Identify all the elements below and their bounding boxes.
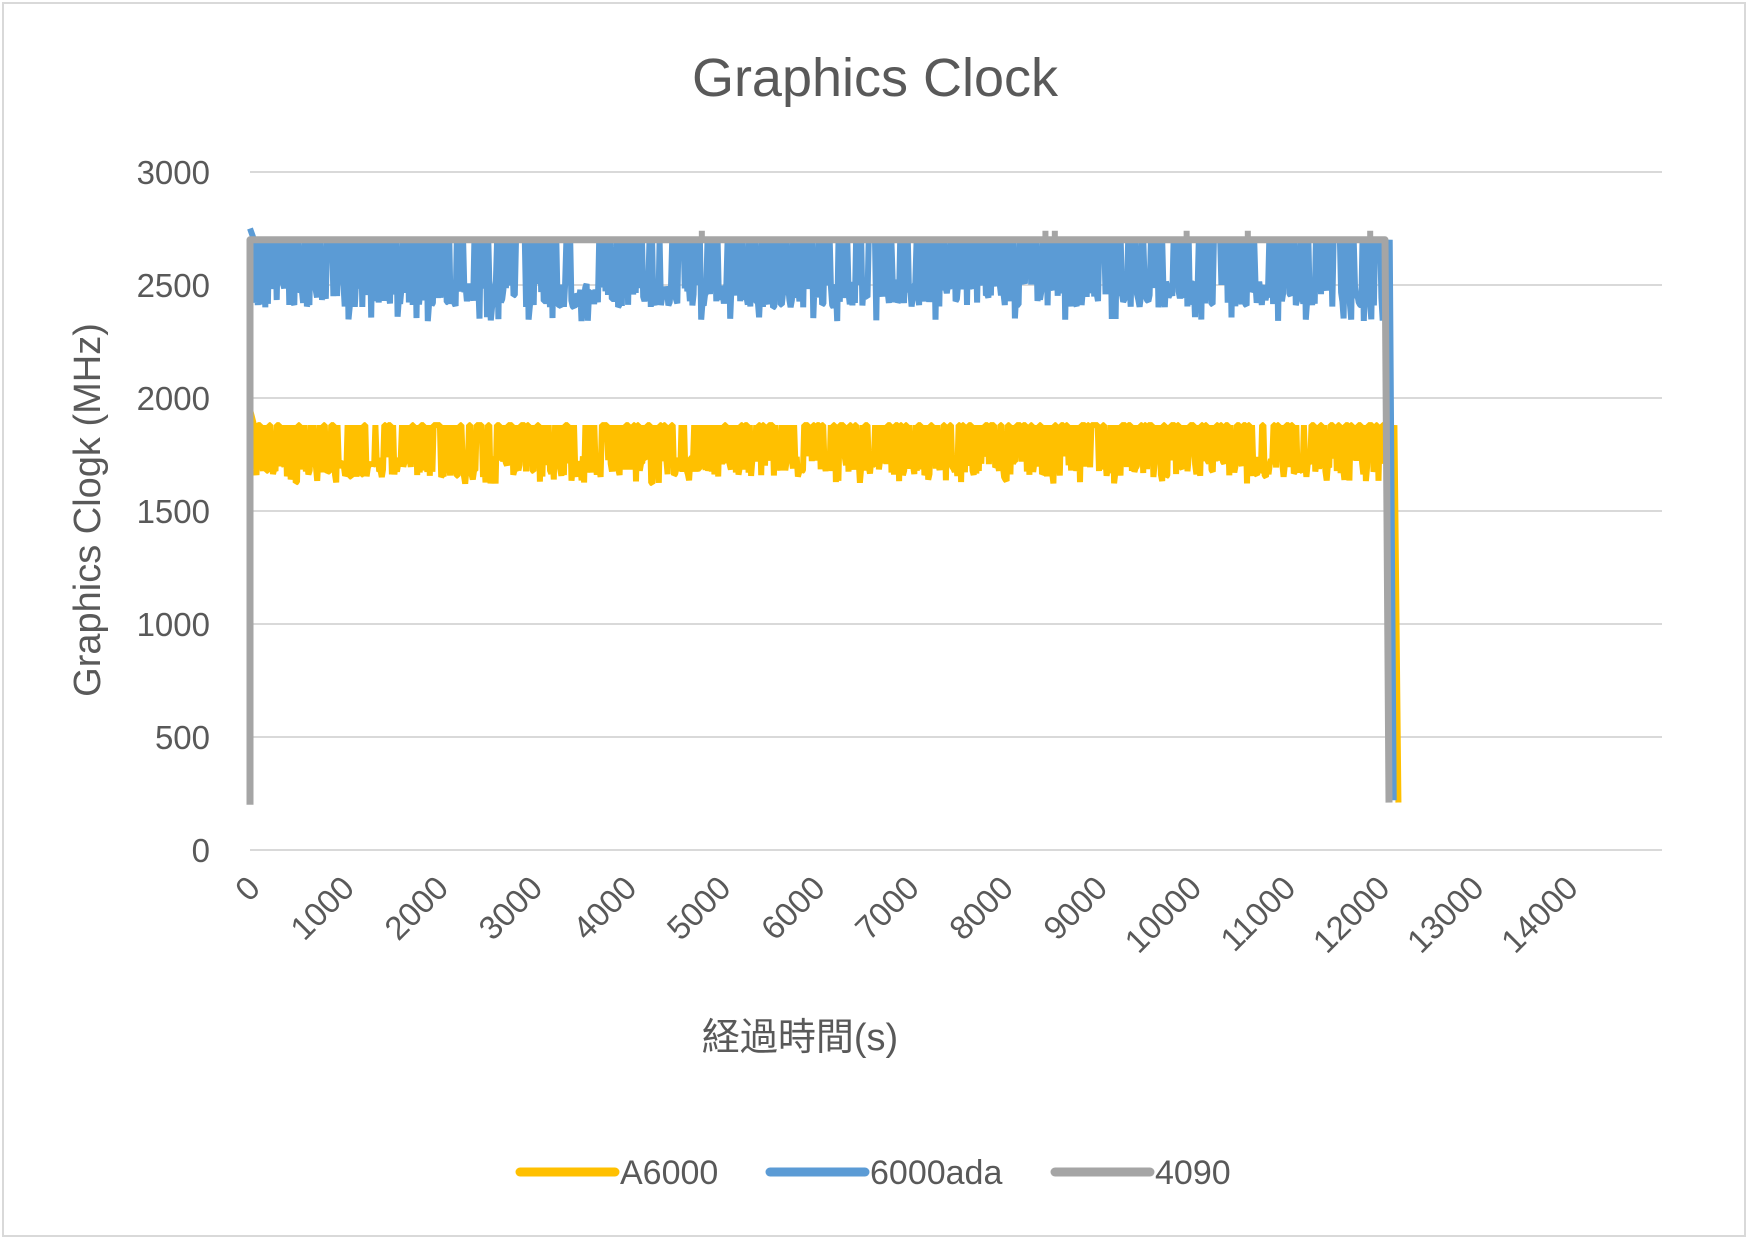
- y-axis-label: Graphics Clogk (MHz): [67, 323, 109, 697]
- x-tick-label: 4000: [565, 869, 643, 947]
- x-tick-label: 9000: [1036, 869, 1114, 947]
- x-tick-label: 5000: [660, 869, 738, 947]
- x-tick-label: 8000: [942, 869, 1020, 947]
- y-axis-ticks: 0 500 1000 1500 2000 2500 3000: [137, 154, 210, 869]
- x-axis-ticks: 0 1000 2000 3000 4000 5000 6000 7000 8000 9000 100…: [228, 869, 1585, 960]
- chart-title: Graphics Clock: [692, 48, 1059, 108]
- series-layer: [246, 227, 1402, 805]
- legend-label: 6000ada: [870, 1154, 1002, 1192]
- y-tick-label: 1500: [137, 493, 210, 530]
- x-tick-label: 14000: [1494, 869, 1585, 960]
- x-tick-label: 1000: [283, 869, 361, 947]
- x-tick-label: 0: [228, 869, 267, 908]
- x-tick-label: 2000: [377, 869, 455, 947]
- series-4090: [246, 230, 1393, 805]
- y-tick-label: 2500: [137, 267, 210, 304]
- x-tick-label: 10000: [1117, 869, 1208, 960]
- y-tick-label: 1000: [137, 606, 210, 643]
- legend-label: A6000: [620, 1154, 718, 1192]
- y-tick-label: 500: [155, 719, 210, 756]
- x-axis-label: 経過時間(s): [702, 1017, 898, 1059]
- legend: A6000 6000ada 4090: [515, 1154, 1231, 1192]
- x-tick-label: 13000: [1400, 869, 1491, 960]
- x-tick-label: 12000: [1305, 869, 1396, 960]
- x-tick-label: 3000: [471, 869, 549, 947]
- series-line: [247, 227, 1397, 801]
- series-A6000: [247, 408, 1402, 803]
- series-line: [247, 408, 1402, 803]
- y-tick-label: 2000: [137, 380, 210, 417]
- series-line: [246, 236, 1393, 805]
- legend-label: 4090: [1155, 1154, 1231, 1192]
- x-tick-label: 6000: [754, 869, 832, 947]
- legend-item: 6000ada: [765, 1154, 1002, 1192]
- y-tick-label: 0: [192, 832, 210, 869]
- x-tick-label: 11000: [1213, 869, 1302, 958]
- legend-item: 4090: [1050, 1154, 1231, 1192]
- series-6000ada: [247, 227, 1397, 801]
- legend-item: A6000: [515, 1154, 718, 1192]
- y-tick-label: 3000: [137, 154, 210, 191]
- x-tick-label: 7000: [848, 869, 926, 947]
